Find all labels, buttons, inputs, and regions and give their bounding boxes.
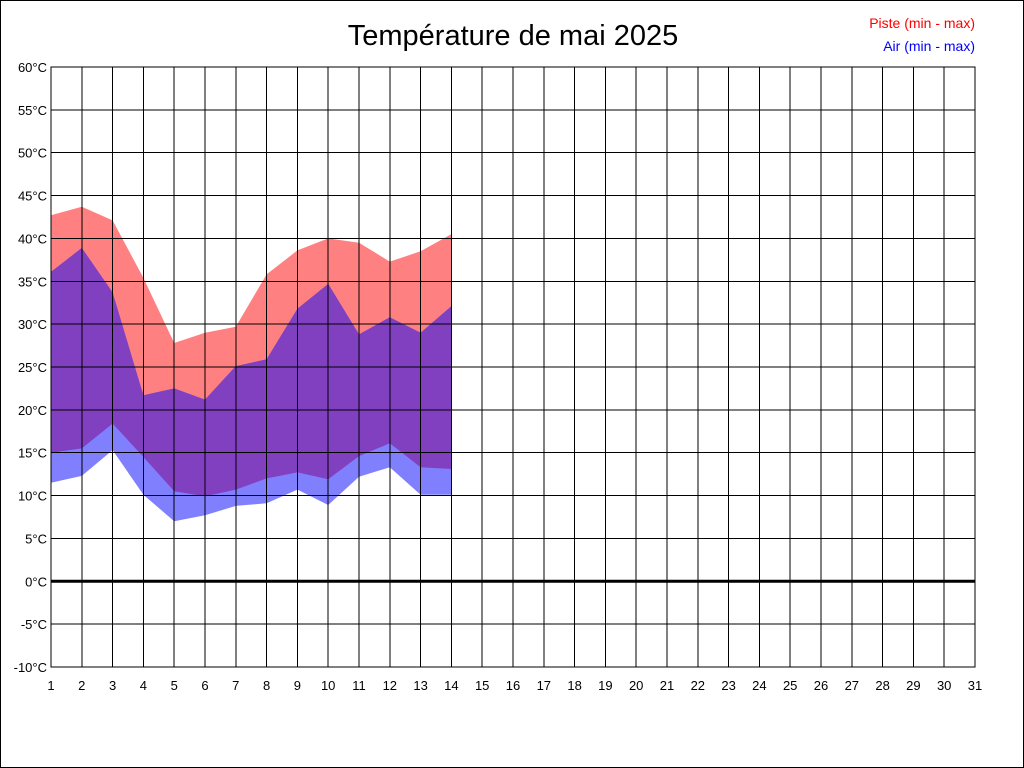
x-tick-label: 12 [383, 678, 397, 693]
x-tick-label: 28 [875, 678, 889, 693]
y-tick-label: 45°C [18, 189, 47, 204]
x-tick-label: 17 [537, 678, 551, 693]
x-tick-label: 13 [413, 678, 427, 693]
x-tick-label: 6 [201, 678, 208, 693]
x-tick-label: 10 [321, 678, 335, 693]
y-tick-label: 20°C [18, 403, 47, 418]
y-tick-label: 30°C [18, 317, 47, 332]
x-tick-label: 21 [660, 678, 674, 693]
x-tick-label: 19 [598, 678, 612, 693]
y-tick-labels: -10°C -5°C 0°C 5°C 10°C 15°C 20°C 25°C 30°C 35°C 4… [14, 60, 47, 675]
y-tick-label: 40°C [18, 231, 47, 246]
x-tick-label: 30 [937, 678, 951, 693]
axes [50, 66, 976, 668]
x-tick-label: 3 [109, 678, 116, 693]
x-tick-label: 5 [171, 678, 178, 693]
x-tick-label: 24 [752, 678, 766, 693]
x-tick-label: 16 [506, 678, 520, 693]
y-tick-label: 5°C [25, 531, 47, 546]
x-tick-label: 25 [783, 678, 797, 693]
y-tick-label: 60°C [18, 60, 47, 75]
plot-border [50, 66, 976, 668]
x-tick-label: 22 [691, 678, 705, 693]
x-tick-label: 14 [444, 678, 458, 693]
y-tick-label: 0°C [25, 574, 47, 589]
x-tick-label: 29 [906, 678, 920, 693]
legend-entry-air: Air (min - max) [883, 38, 975, 54]
x-tick-label: 27 [845, 678, 859, 693]
x-tick-label: 23 [721, 678, 735, 693]
x-tick-label: 15 [475, 678, 489, 693]
x-tick-label: 8 [263, 678, 270, 693]
x-tick-label: 7 [232, 678, 239, 693]
x-tick-label: 26 [814, 678, 828, 693]
y-tick-label: 25°C [18, 360, 47, 375]
chart-title: Température de mai 2025 [347, 20, 679, 52]
x-tick-label: 9 [294, 678, 301, 693]
y-tick-label: 55°C [18, 103, 47, 118]
y-tick-label: 50°C [18, 146, 47, 161]
x-tick-label: 20 [629, 678, 643, 693]
y-tick-label: 15°C [18, 446, 47, 461]
x-tick-label: 31 [968, 678, 982, 693]
y-tick-label: 35°C [18, 274, 47, 289]
grid-lines [50, 66, 976, 668]
overlap-band [51, 247, 452, 497]
area-fills [51, 206, 452, 522]
x-tick-label: 11 [352, 678, 366, 693]
x-tick-labels: 1 2 3 4 5 6 7 8 9 10 11 12 13 14 15 16 17 18 19 20 21 22 23 24 2… [47, 678, 982, 693]
y-tick-label: -10°C [14, 660, 47, 675]
x-tick-label: 1 [47, 678, 54, 693]
x-tick-label: 2 [78, 678, 85, 693]
x-tick-label: 4 [140, 678, 147, 693]
y-tick-label: 10°C [18, 489, 47, 504]
legend-entry-piste: Piste (min - max) [869, 15, 975, 31]
y-tick-label: -5°C [21, 617, 47, 632]
x-tick-label: 18 [567, 678, 581, 693]
